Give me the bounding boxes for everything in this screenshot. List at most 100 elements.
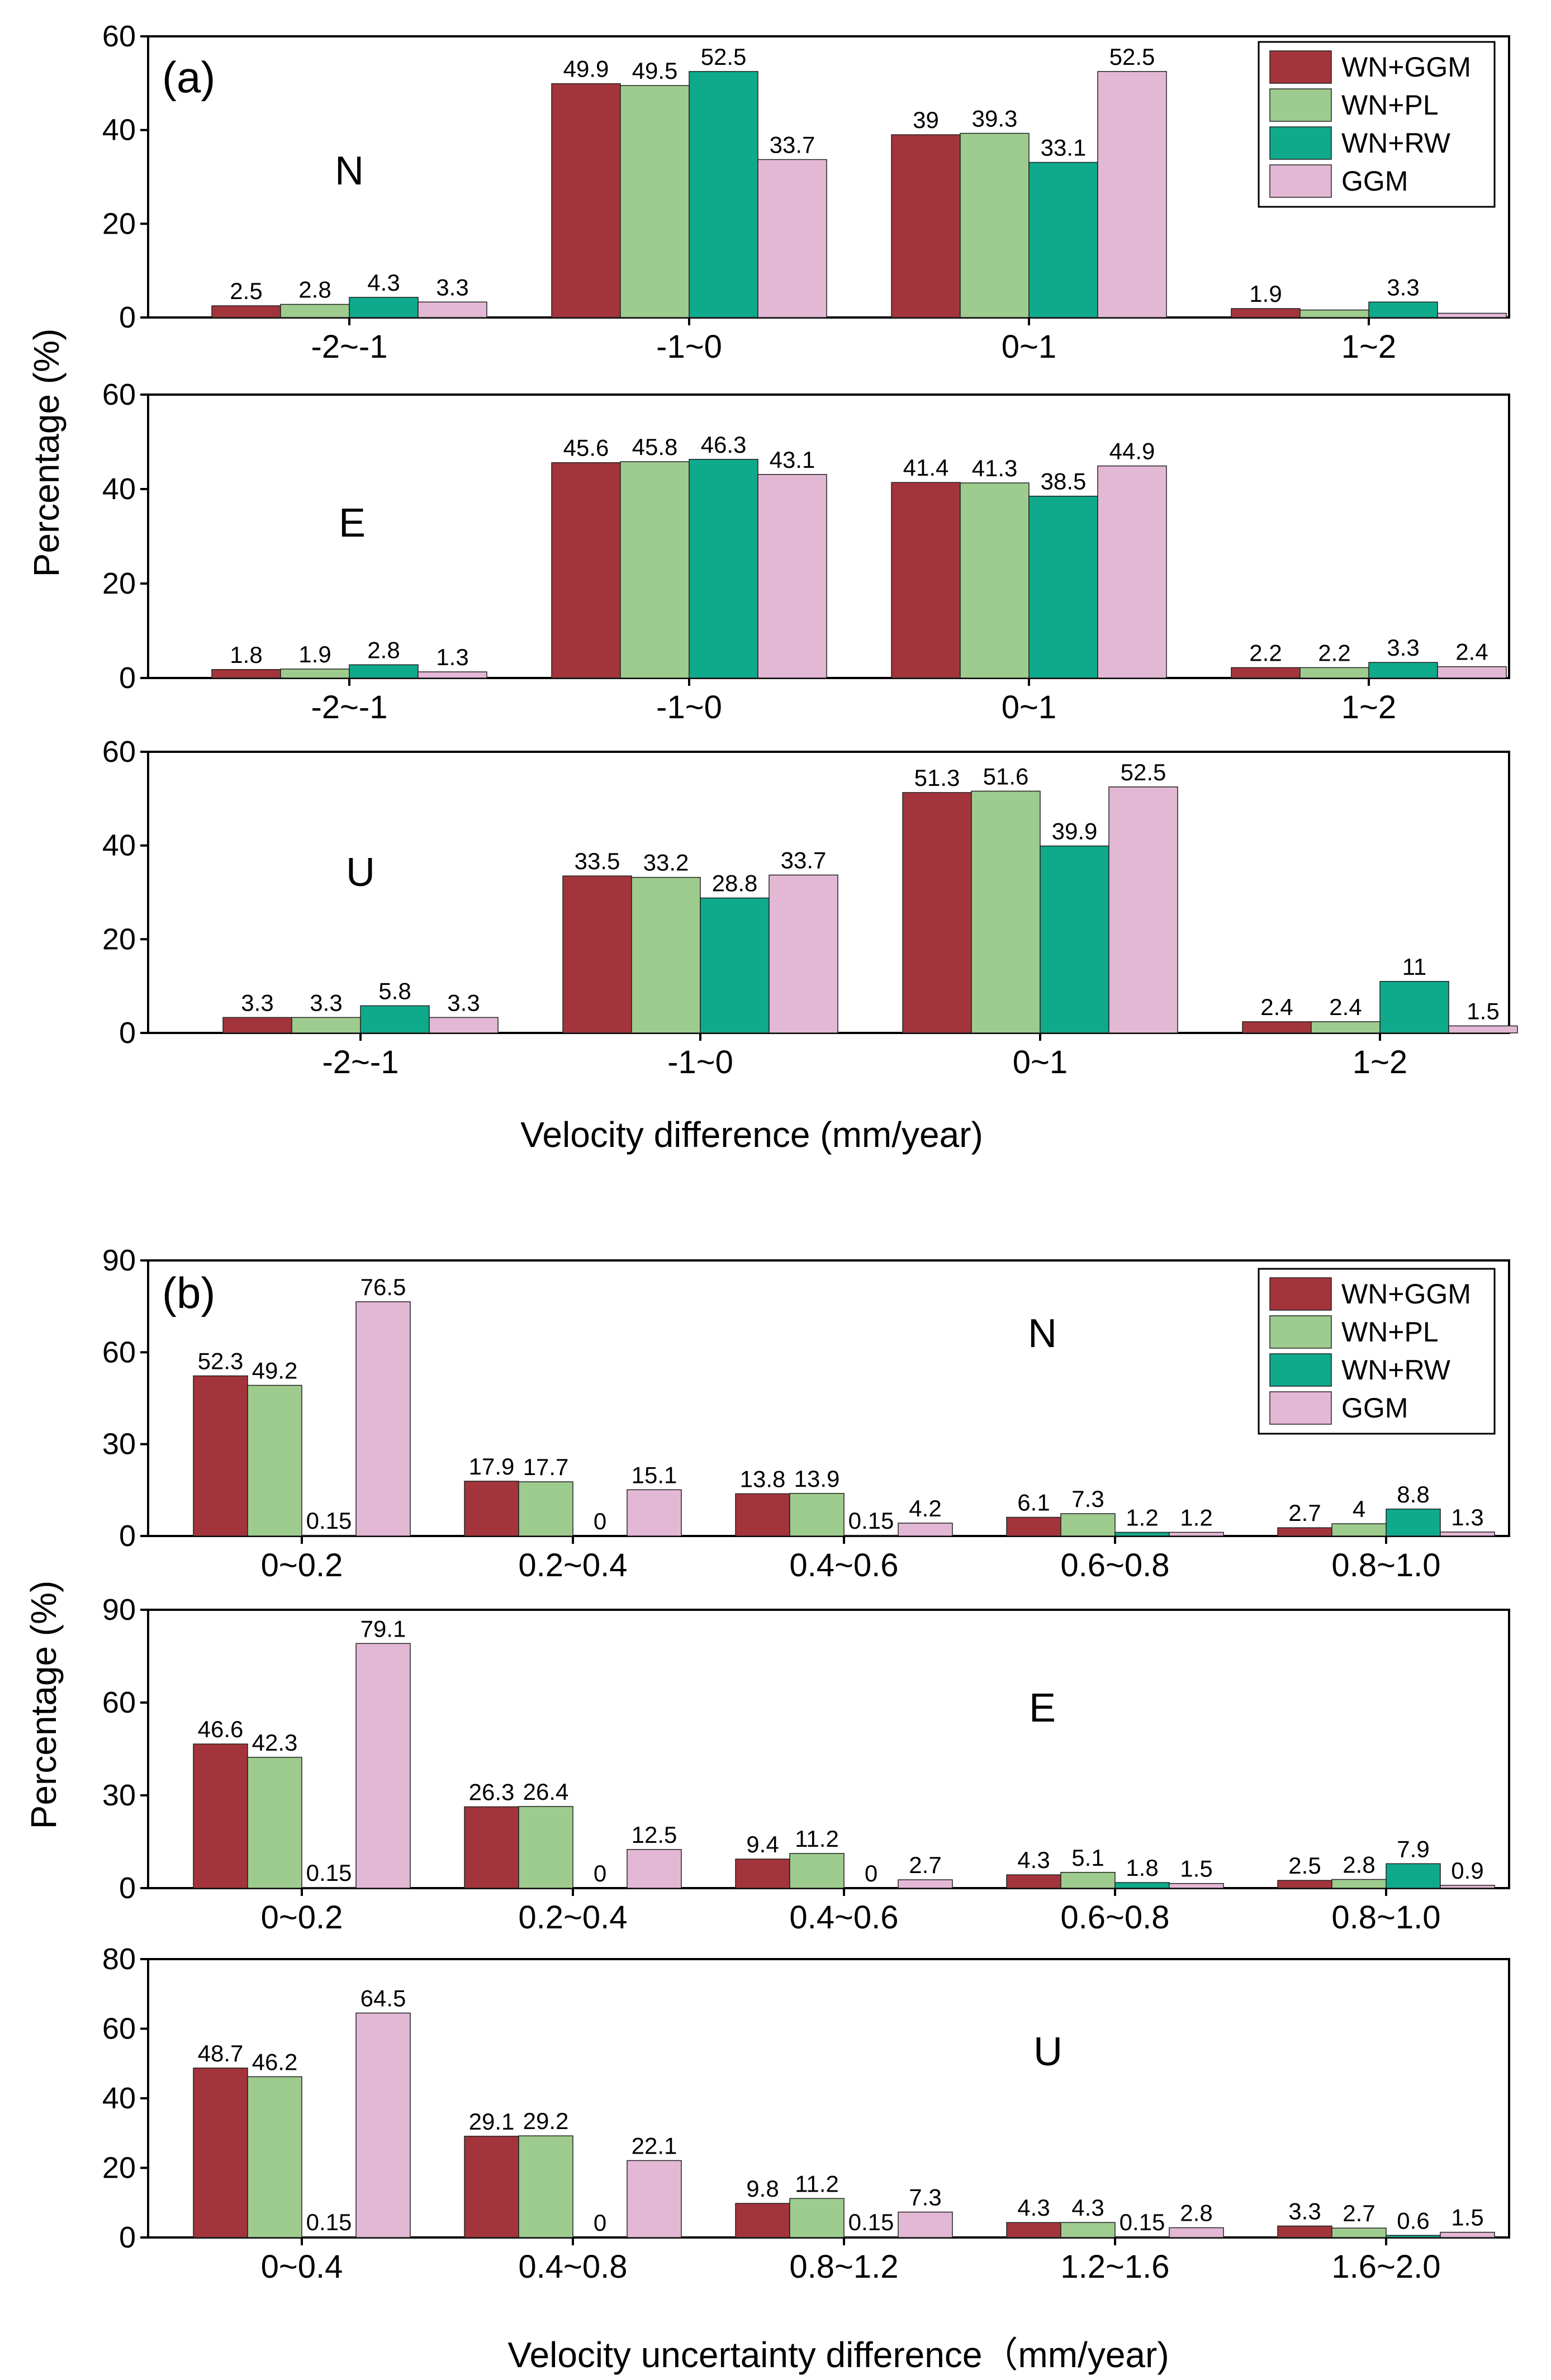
value-label: 3.3	[1387, 634, 1419, 661]
bar-ggm-0	[429, 1017, 499, 1033]
y-tick-label: 40	[102, 472, 136, 506]
legend-swatch	[1269, 126, 1332, 160]
x-tick-label: 1~2	[1353, 1044, 1407, 1080]
x-tick-label: -1~0	[656, 329, 722, 365]
bar-wn-rw-0	[349, 664, 419, 679]
value-label: 2.5	[1288, 1852, 1321, 1879]
legend-label: WN+GGM	[1341, 51, 1471, 83]
component-label: N	[335, 149, 364, 193]
y-tick-label: 90	[102, 1244, 136, 1277]
value-label: 33.1	[1041, 135, 1087, 161]
y-tick-label: 0	[119, 1519, 136, 1553]
panel-b-U: 0 20 40 60 80 U 48.7 46.2 0.15 64.5 0~0.4 29.1 29.2 0…	[102, 1942, 1510, 2285]
value-label: 0.9	[1451, 1857, 1483, 1884]
value-label: 2.8	[1343, 1852, 1375, 1878]
value-label: 1.2	[1126, 1504, 1158, 1530]
value-label: 6.1	[1017, 1490, 1050, 1516]
legend-label: WN+RW	[1341, 1354, 1451, 1386]
legend-swatch	[1269, 164, 1332, 198]
value-label: 5.8	[378, 978, 411, 1004]
bar-wn-rw-3	[1114, 1882, 1170, 1889]
bar-wn-rw-4	[1386, 1863, 1441, 1889]
value-label: 2.8	[298, 277, 331, 303]
bar-wn-ggm-0	[193, 1743, 248, 1889]
bar-wn-pl-0	[247, 1757, 302, 1889]
bar-ggm-2	[898, 1523, 953, 1537]
legend-label: GGM	[1341, 1392, 1408, 1424]
value-label: 29.1	[469, 2108, 515, 2135]
value-label: 0.15	[306, 2209, 352, 2235]
bar-wn-ggm-3	[1231, 667, 1301, 679]
bar-wn-pl-4	[1331, 1523, 1387, 1537]
y-tick-label: 60	[102, 2012, 136, 2046]
value-label: 33.2	[643, 850, 689, 876]
value-label: 7.3	[909, 2184, 941, 2211]
bar-wn-ggm-2	[735, 1859, 790, 1889]
bar-ggm-3	[1448, 1025, 1518, 1033]
bar-ggm-2	[1097, 465, 1167, 679]
bar-wn-pl-1	[631, 876, 701, 1033]
value-label: 2.4	[1329, 994, 1362, 1020]
value-label: 2.4	[1260, 994, 1293, 1020]
bar-wn-pl-0	[291, 1017, 361, 1033]
value-label: 2.7	[909, 1852, 941, 1878]
value-label: 3.3	[1387, 274, 1419, 300]
value-label: 2.8	[367, 637, 400, 663]
value-label: 0	[865, 1860, 878, 1886]
x-tick-label: 0.8~1.2	[789, 2249, 898, 2285]
value-label: 52.5	[1121, 759, 1166, 785]
bar-wn-rw-0	[301, 1535, 357, 1537]
bar-ggm-1	[627, 2160, 682, 2238]
legend-swatch	[1269, 1315, 1332, 1349]
value-label: 51.6	[983, 763, 1029, 789]
value-label: 2.5	[230, 278, 262, 304]
panel-a-N: 0 20 40 60 N 2.5 2.8 4.3 3.3 -2~-1 49.9 49.5 52.5 33.…	[102, 20, 1510, 365]
y-tick-label: 30	[102, 1779, 136, 1812]
bar-wn-ggm-3	[1006, 1874, 1061, 1889]
value-label: 4.3	[367, 269, 400, 296]
value-label: 1.8	[230, 642, 262, 668]
figure-b-ylabel: Percentage (%)	[23, 1581, 64, 1829]
bar-ggm-4	[1440, 1532, 1495, 1537]
value-label: 12.5	[632, 1822, 677, 1848]
bar-wn-ggm-0	[211, 305, 281, 318]
legend: WN+GGM WN+PL WN+RW GGM	[1258, 1268, 1496, 1435]
bar-ggm-1	[757, 474, 827, 679]
value-label: 22.1	[632, 2132, 677, 2159]
x-tick-label: 0~1	[1013, 1044, 1068, 1080]
bar-wn-rw-3	[1114, 1532, 1170, 1537]
x-tick-label: -2~-1	[311, 329, 387, 365]
value-label: 1.5	[1180, 1856, 1212, 1882]
legend-swatch	[1269, 1391, 1332, 1425]
y-tick-label: 20	[102, 567, 136, 600]
y-tick-label: 20	[102, 2151, 136, 2185]
value-label: 4	[1353, 1496, 1365, 1522]
value-label: 45.6	[563, 435, 609, 461]
legend-label: WN+PL	[1341, 89, 1439, 121]
panel-b-N: 0 30 60 90 N 52.3 49.2 0.15 76.5 0~0.2 17.9 17.7 0 15…	[102, 1244, 1510, 1583]
y-tick-label: 20	[102, 207, 136, 240]
bar-wn-pl-4	[1331, 1879, 1387, 1889]
bar-wn-pl-3	[1060, 2222, 1116, 2238]
value-label: 1.2	[1180, 1504, 1212, 1530]
legend-swatch	[1269, 1277, 1332, 1311]
x-tick-label: 0.2~0.4	[518, 1547, 627, 1583]
bar-wn-pl-3	[1299, 309, 1369, 318]
x-tick-label: -2~-1	[322, 1044, 399, 1080]
bar-wn-pl-3	[1060, 1872, 1116, 1889]
x-tick-label: 0~1	[1002, 689, 1056, 726]
value-label: 4.3	[1071, 2194, 1104, 2221]
value-label: 0.15	[848, 1507, 894, 1534]
value-label: 42.3	[252, 1729, 298, 1756]
bar-wn-rw-2	[1040, 845, 1109, 1033]
y-tick-label: 30	[102, 1428, 136, 1461]
x-tick-label: -1~0	[656, 689, 722, 726]
value-label: 7.3	[1071, 1486, 1104, 1512]
value-label: 2.2	[1249, 639, 1282, 666]
y-tick-label: 0	[119, 2221, 136, 2254]
bar-wn-ggm-0	[193, 1375, 248, 1537]
y-tick-label: 90	[102, 1593, 136, 1627]
bar-ggm-0	[355, 2012, 411, 2238]
bar-wn-rw-4	[1386, 1509, 1441, 1537]
bar-ggm-1	[627, 1489, 682, 1537]
